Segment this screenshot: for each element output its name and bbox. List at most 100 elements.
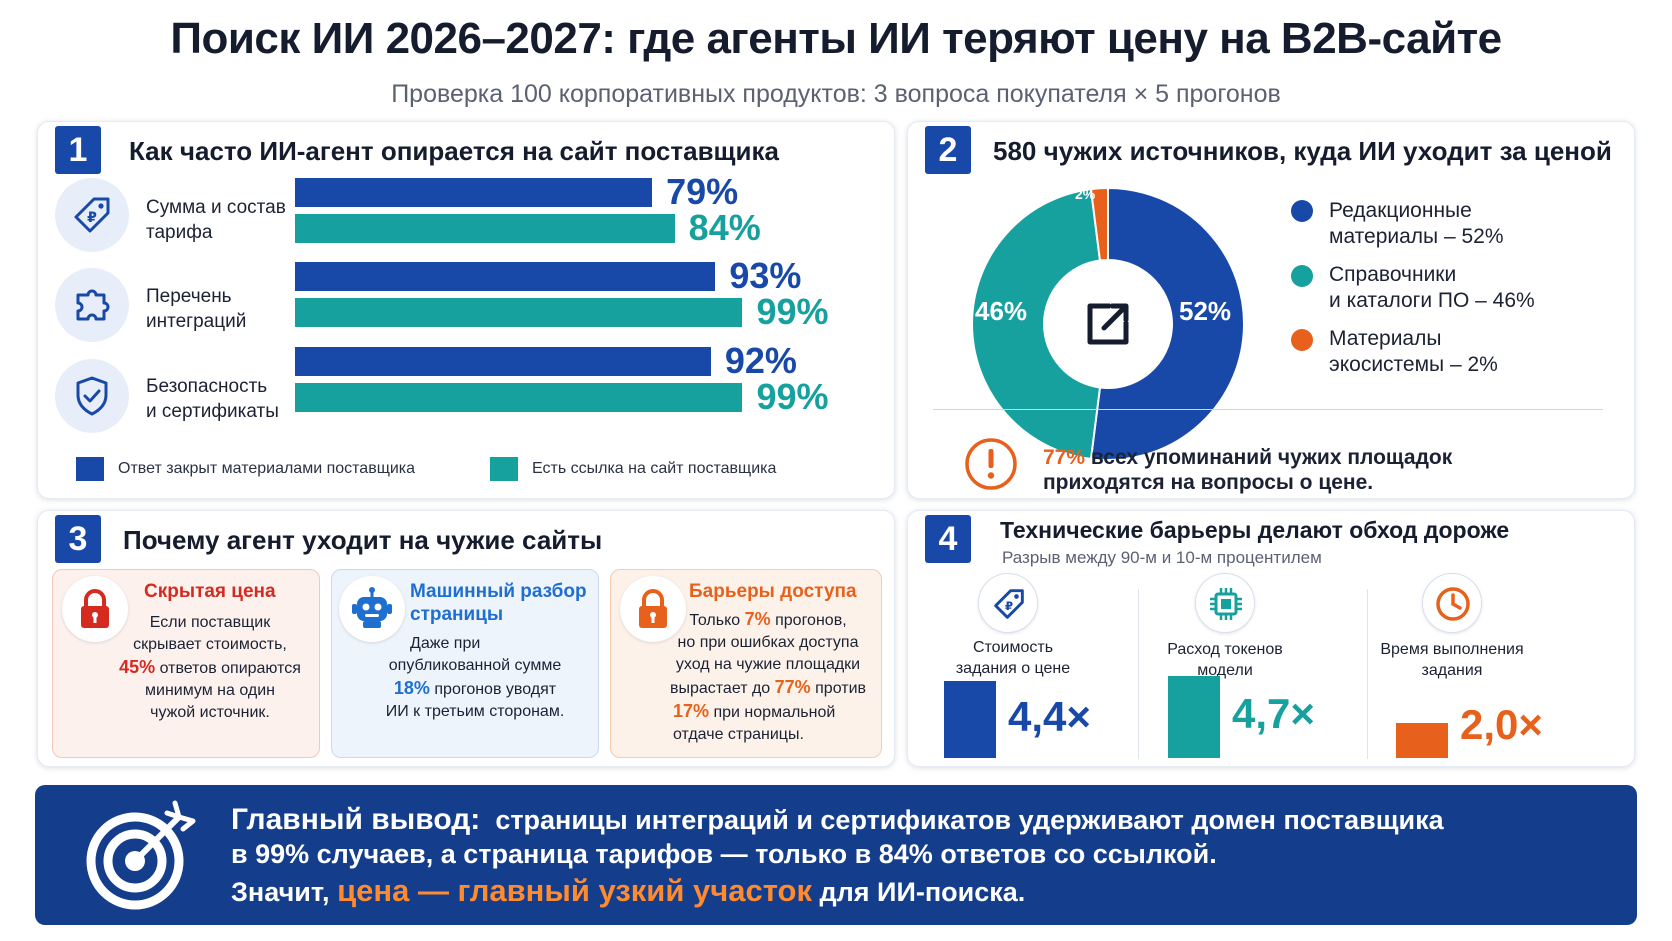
body-line: но при ошибках доступа (677, 634, 859, 651)
bar-value-label: 92% (724, 340, 797, 381)
conclusion-line-3: Значит, цена — главный узкий участок для… (231, 873, 1025, 909)
metric-label-tokens: Расход токенов модели (1140, 639, 1310, 681)
alert-icon (965, 438, 1017, 490)
body-line: скрывает стоимость, (133, 636, 287, 653)
row-label-line: Перечень (146, 286, 232, 307)
bar-value-label: 99% (756, 291, 829, 332)
title-line: Машинный разбор (410, 581, 587, 602)
bar-tokens (1168, 676, 1220, 758)
page-title: Поиск ИИ 2026–2027: где агенты ИИ теряют… (170, 14, 1502, 63)
panel-number: 1 (55, 126, 101, 174)
donut-chart (971, 186, 1245, 461)
metric-value-label: 2,0× (1460, 701, 1543, 748)
page-subtitle: Проверка 100 корпоративных продуктов: 3 … (391, 80, 1281, 108)
body-line: Если поставщик (149, 614, 271, 631)
note-value: 77% (1043, 446, 1086, 469)
label-line: Расход токенов (1167, 641, 1283, 658)
panel-vendor-reliance: 1 Как часто ИИ-агент опирается на сайт п… (37, 121, 895, 499)
highlight-value: 18% (393, 678, 430, 698)
highlight-value: 77% (774, 677, 811, 697)
metric-value-label: 4,4× (1008, 692, 1091, 740)
price-questions-note: 77% всех упоминаний чужих площадок прихо… (1043, 445, 1452, 495)
lock-icon (62, 576, 128, 642)
reason-body: Даже при опубликованной сумме 18% прогон… (360, 633, 590, 723)
legend-line: и каталоги ПО – 46% (1329, 289, 1535, 312)
reason-card-hidden-price: Скрытая цена Если поставщик скрывает сто… (52, 569, 320, 758)
label-line: Время выполнения (1380, 641, 1524, 658)
reason-title: Скрытая цена (144, 581, 276, 602)
conclusion-accent: цена — главный узкий участок (337, 873, 812, 908)
external-link-icon (1087, 303, 1129, 345)
bar-navy (295, 262, 716, 291)
shield-check-icon (55, 359, 129, 433)
conclusion-line-1: Главный вывод: страницы интеграций и сер… (231, 803, 1444, 837)
slice-label-catalogs: 46% (975, 296, 1028, 326)
bar-cost (944, 681, 996, 758)
divider (933, 409, 1603, 410)
panel-number: 3 (55, 515, 101, 563)
panel-title: 580 чужих источников, куда ИИ уходит за … (993, 136, 1612, 166)
body-line: минимум на один (145, 682, 275, 699)
panel-subtitle: Разрыв между 90-м и 10-м процентилем (1002, 548, 1322, 567)
body-line: отдаче страницы. (673, 726, 804, 743)
column-separator (1367, 589, 1368, 759)
conclusion-banner: Главный вывод: страницы интеграций и сер… (35, 785, 1637, 925)
reason-body: Только 7% прогонов, но при ошибках досту… (657, 608, 879, 746)
conclusion-line-2: в 99% случаев, а страница тарифов — толь… (231, 839, 1217, 869)
slice-ecosystem (1089, 186, 1109, 262)
legend-dot-editorial (1291, 200, 1313, 222)
bar-navy (295, 178, 653, 207)
row-label-line: и сертификаты (146, 401, 279, 422)
row-label-pricing: Сумма и состав тарифа (146, 195, 286, 245)
legend-line: экосистемы – 2% (1329, 353, 1498, 376)
bar-teal (295, 383, 743, 412)
conclusion-text: для ИИ-поиска. (819, 877, 1026, 907)
body-line: Даже при (410, 635, 481, 652)
reason-card-access-barriers: Барьеры доступа Только 7% прогонов, но п… (610, 569, 882, 758)
label-line: задания о цене (955, 660, 1071, 677)
panel-technical-barriers: 4 Технические барьеры делают обход дорож… (907, 510, 1635, 767)
conclusion-lead: Главный вывод: (231, 803, 481, 836)
puzzle-icon (55, 268, 129, 342)
row-label-security: Безопасность и сертификаты (146, 374, 279, 424)
legend-dot-ecosystem (1291, 329, 1313, 351)
highlight-value: 45% (119, 657, 156, 677)
body-line: прогонов уводят (434, 681, 557, 698)
panel-number: 2 (925, 126, 971, 174)
title-line: страницы (410, 604, 504, 625)
legend-label-teal: Есть ссылка на сайт поставщика (532, 460, 777, 477)
body-line: опубликованной сумме (388, 657, 562, 674)
row-label-line: Сумма и состав (146, 197, 286, 218)
price-tag-icon: ₽ (55, 178, 129, 252)
panel-number: 4 (925, 515, 971, 563)
reason-title: Барьеры доступа (689, 581, 857, 602)
metric-label-cost: Стоимость задания о цене (928, 637, 1098, 679)
note-line: всех упоминаний чужих площадок (1090, 446, 1453, 469)
row-label-line: Безопасность (146, 376, 268, 397)
panel-external-sources: 2 580 чужих источников, куда ИИ уходит з… (907, 121, 1635, 499)
conclusion-text: Значит, (231, 877, 330, 907)
body-line: против (815, 680, 867, 697)
body-line: Только (689, 612, 741, 629)
reason-body: Если поставщик скрывает стоимость, 45% о… (115, 612, 305, 724)
highlight-value: 7% (744, 609, 771, 629)
legend-label-ecosystem: Материалы экосистемы – 2% (1329, 326, 1498, 378)
conclusion-text: страницы интеграций и сертификатов удерж… (495, 805, 1444, 835)
legend-label-catalogs: Справочники и каталоги ПО – 46% (1329, 262, 1535, 314)
legend-line: Редакционные (1329, 199, 1472, 222)
robot-icon (339, 576, 405, 642)
label-line: модели (1197, 662, 1253, 679)
lock-icon (620, 576, 686, 642)
legend-line: Материалы (1329, 327, 1442, 350)
row-label-line: тарифа (146, 222, 213, 243)
body-line: уход на чужие площадки (675, 656, 861, 673)
legend-swatch-teal (490, 457, 518, 481)
legend-line: материалы – 52% (1329, 225, 1504, 248)
column-separator (1138, 589, 1139, 759)
legend-dot-catalogs (1291, 265, 1313, 287)
svg-text:₽: ₽ (87, 210, 97, 226)
body-line: вырастает до (669, 680, 771, 697)
legend-label-editorial: Редакционные материалы – 52% (1329, 198, 1504, 250)
slice-label-ecosystem: 2% (1075, 186, 1096, 202)
row-label-integrations: Перечень интеграций (146, 284, 246, 334)
